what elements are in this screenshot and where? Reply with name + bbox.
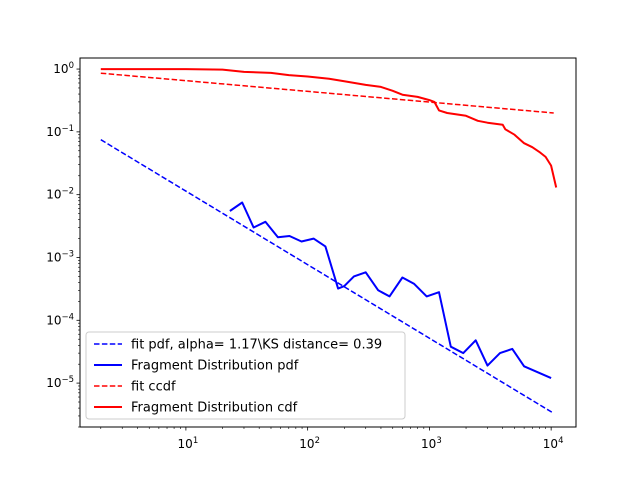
- legend-box: [85, 331, 406, 420]
- x-tick-label-1: 101: [178, 436, 199, 451]
- y-axis: 10−5 10−4 10−3 10−2 10−1 100: [46, 61, 80, 428]
- y-tick-label-5: 10−1: [46, 124, 74, 139]
- series-line-1: [100, 139, 555, 414]
- y-tick-label-1: 10−5: [46, 375, 74, 390]
- legend: fit pdf, alpha= 1.17\KS distance= 0.39 Fr…: [85, 331, 406, 420]
- series-line-4: [100, 68, 558, 188]
- series-line-2: [229, 201, 552, 380]
- y-tick-label-6: 100: [53, 61, 74, 76]
- y-tick-label-4: 10−2: [46, 187, 74, 202]
- x-tick-label-3: 103: [421, 436, 442, 451]
- y-tick-label-2: 10−4: [46, 312, 74, 327]
- plot-frame: [79, 57, 577, 428]
- x-tick-label-4: 104: [543, 436, 564, 451]
- x-tick-label-2: 102: [299, 436, 320, 451]
- x-axis: 101 102 103 104: [100, 427, 564, 451]
- y-tick-label-3: 10−3: [46, 249, 74, 264]
- series-line-3: [100, 72, 554, 114]
- legend-label-1: fit pdf, alpha= 1.17\KS distance= 0.39: [131, 338, 382, 353]
- legend-label-3: fit ccdf: [131, 380, 176, 395]
- series-layer: [100, 68, 558, 414]
- legend-label-2: Fragment Distribution pdf: [131, 359, 299, 374]
- legend-label-4: Fragment Distribution cdf: [131, 401, 298, 416]
